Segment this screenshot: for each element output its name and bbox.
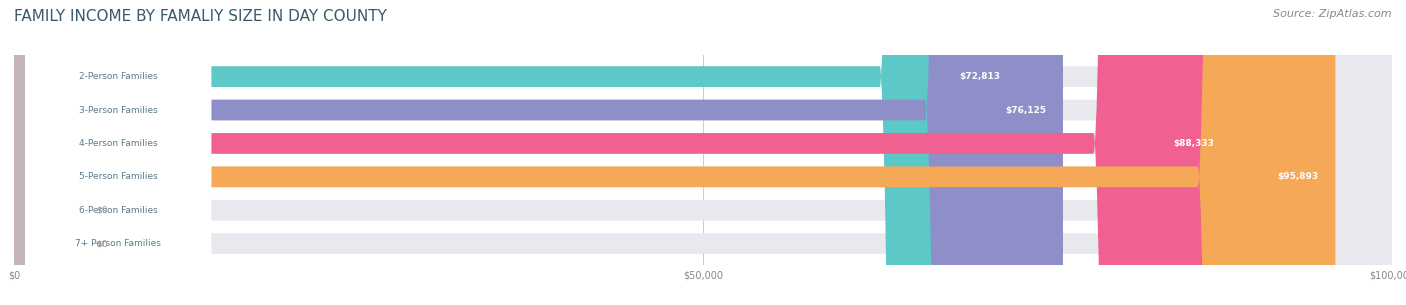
FancyBboxPatch shape [25,0,211,305]
Text: $0: $0 [97,206,108,215]
Text: Source: ZipAtlas.com: Source: ZipAtlas.com [1274,9,1392,19]
FancyBboxPatch shape [14,0,1392,305]
Text: $95,893: $95,893 [1278,172,1319,181]
FancyBboxPatch shape [14,0,1063,305]
FancyBboxPatch shape [14,0,1018,305]
FancyBboxPatch shape [14,0,76,305]
FancyBboxPatch shape [14,0,1392,305]
Text: 6-Person Families: 6-Person Families [79,206,157,215]
FancyBboxPatch shape [14,0,1336,305]
Text: $0: $0 [97,239,108,248]
FancyBboxPatch shape [25,0,211,305]
Text: 4-Person Families: 4-Person Families [79,139,157,148]
FancyBboxPatch shape [14,0,1232,305]
FancyBboxPatch shape [14,0,1392,305]
Text: FAMILY INCOME BY FAMALIY SIZE IN DAY COUNTY: FAMILY INCOME BY FAMALIY SIZE IN DAY COU… [14,9,387,24]
FancyBboxPatch shape [25,0,211,305]
Text: 7+ Person Families: 7+ Person Families [75,239,162,248]
Text: $72,813: $72,813 [960,72,1001,81]
Text: 2-Person Families: 2-Person Families [79,72,157,81]
FancyBboxPatch shape [14,0,76,305]
Text: 5-Person Families: 5-Person Families [79,172,157,181]
Text: $76,125: $76,125 [1005,106,1046,114]
FancyBboxPatch shape [14,0,1392,305]
FancyBboxPatch shape [14,0,1392,305]
Text: 3-Person Families: 3-Person Families [79,106,157,114]
FancyBboxPatch shape [25,0,211,305]
FancyBboxPatch shape [25,0,211,305]
FancyBboxPatch shape [25,0,211,305]
FancyBboxPatch shape [14,0,1392,305]
Text: $88,333: $88,333 [1174,139,1215,148]
